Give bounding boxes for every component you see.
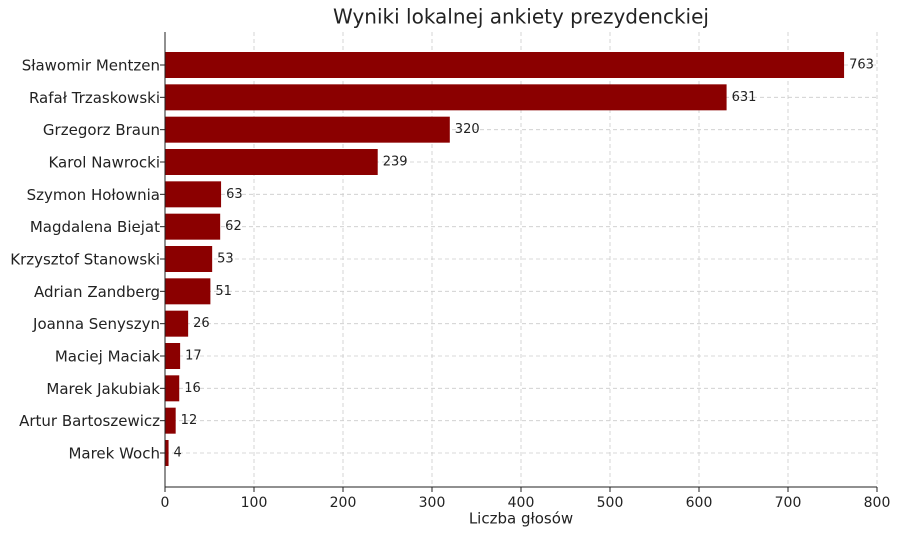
chart-title: Wyniki lokalnej ankiety prezydenckiej <box>333 5 709 29</box>
x-tick-label: 0 <box>161 495 170 511</box>
value-label: 63 <box>226 187 243 202</box>
x-tick-label: 100 <box>241 495 268 511</box>
value-label: 53 <box>217 252 234 267</box>
value-label: 631 <box>732 90 757 105</box>
y-tick-label: Rafał Trzaskowski <box>29 89 160 107</box>
x-axis-label: Liczba głosów <box>469 510 573 528</box>
y-tick-label: Sławomir Mentzen <box>22 57 160 75</box>
value-label: 51 <box>215 284 232 299</box>
value-label: 320 <box>455 122 480 137</box>
value-label: 16 <box>184 381 201 396</box>
bar <box>165 52 845 78</box>
y-tick-label: Adrian Zandberg <box>34 283 160 301</box>
y-tick-label: Krzysztof Stanowski <box>10 251 160 269</box>
x-tick-label: 300 <box>419 495 446 511</box>
y-tick-label: Artur Bartoszewicz <box>19 412 160 430</box>
y-tick-label: Magdalena Biejat <box>30 218 160 236</box>
bar <box>165 246 213 272</box>
bar <box>165 310 189 337</box>
y-tick-label: Marek Jakubiak <box>46 380 160 398</box>
value-label: 4 <box>174 446 182 461</box>
value-label: 12 <box>181 413 198 428</box>
x-tick-label: 200 <box>330 495 357 511</box>
y-tick-label: Marek Woch <box>68 445 160 463</box>
value-label: 26 <box>193 316 210 331</box>
x-tick-label: 500 <box>597 495 624 511</box>
bar <box>165 343 181 369</box>
bar <box>165 375 180 402</box>
bar <box>165 440 169 466</box>
x-tick-label: 700 <box>775 495 802 511</box>
bar <box>165 407 176 434</box>
x-tick-label: 800 <box>864 495 891 511</box>
x-tick-label: 400 <box>508 495 535 511</box>
value-label: 62 <box>225 219 242 234</box>
y-tick-label: Grzegorz Braun <box>43 121 160 139</box>
bar <box>165 116 450 143</box>
bar <box>165 278 211 305</box>
bar <box>165 149 378 175</box>
y-tick-label: Maciej Maciak <box>55 348 160 366</box>
bar <box>165 181 222 208</box>
value-label: 239 <box>383 155 408 170</box>
bar <box>165 84 727 111</box>
y-tick-label: Joanna Senyszyn <box>32 315 160 333</box>
x-tick-label: 600 <box>686 495 713 511</box>
y-tick-label: Karol Nawrocki <box>48 154 160 172</box>
value-label: 17 <box>185 349 202 364</box>
value-label: 763 <box>849 58 874 73</box>
y-tick-label: Szymon Hołownia <box>27 186 160 204</box>
bar <box>165 213 221 240</box>
